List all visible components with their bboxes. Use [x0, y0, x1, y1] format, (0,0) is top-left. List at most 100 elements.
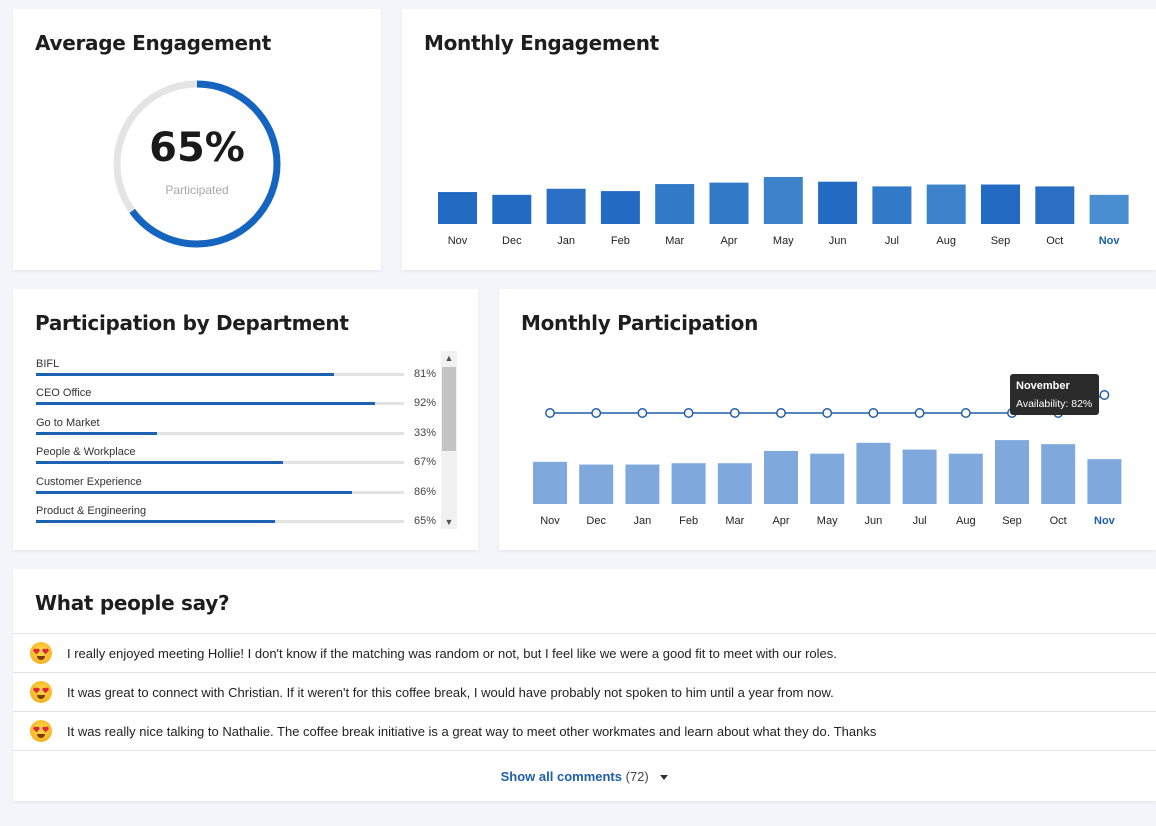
- participation-month-label: Nov: [1094, 515, 1116, 527]
- chart-tooltip: November Availability: 82%: [1010, 374, 1099, 415]
- comments-title: What people say?: [35, 591, 230, 615]
- engagement-bar[interactable]: [546, 188, 586, 224]
- engagement-month-label: Feb: [611, 235, 630, 247]
- engagement-bar[interactable]: [981, 184, 1020, 224]
- participation-bar[interactable]: [764, 450, 798, 504]
- availability-point[interactable]: [914, 408, 925, 418]
- engagement-month-label: Nov: [1099, 235, 1121, 247]
- availability-point[interactable]: [776, 408, 786, 418]
- comments-card: What people say? I really enjoyed meetin…: [13, 569, 1156, 801]
- scroll-down-icon[interactable]: ▼: [444, 517, 454, 527]
- engagement-bar[interactable]: [655, 184, 695, 224]
- department-row[interactable]: Go to Market 33%: [36, 412, 436, 441]
- engagement-month-label: Jun: [829, 235, 847, 247]
- monthly-engagement-card: Monthly Engagement Nov Dec Jan Feb Mar Apr May…: [402, 9, 1156, 270]
- engagement-bar[interactable]: [438, 192, 477, 224]
- department-percent: 33%: [413, 426, 436, 439]
- participation-month-label: Jul: [913, 515, 927, 527]
- department-row[interactable]: BIFL 81%: [36, 353, 436, 382]
- participation-bar[interactable]: [902, 449, 937, 504]
- engagement-month-label: Aug: [936, 235, 956, 247]
- engagement-month-label: Jul: [885, 235, 899, 247]
- participation-month-label: Apr: [772, 515, 789, 527]
- department-row[interactable]: Product & Engineering 65%: [36, 500, 436, 529]
- availability-point[interactable]: [822, 408, 833, 418]
- department-row[interactable]: People & Workplace 67%: [36, 441, 436, 470]
- availability-point[interactable]: [960, 408, 971, 418]
- department-scrollbar[interactable]: ▲ ▼: [441, 351, 457, 529]
- participation-bar[interactable]: [995, 440, 1029, 504]
- comment-text: It was great to connect with Christian. …: [67, 685, 834, 700]
- department-bar-track: [36, 490, 404, 494]
- participation-month-label: Aug: [956, 515, 976, 527]
- availability-point[interactable]: [868, 408, 879, 418]
- participation-bar[interactable]: [717, 463, 752, 504]
- department-bar-fill: [36, 373, 335, 376]
- caret-down-icon[interactable]: [660, 775, 669, 781]
- availability-point[interactable]: [729, 408, 740, 418]
- department-row[interactable]: Customer Experience 86%: [36, 471, 436, 500]
- engagement-month-label: Nov: [448, 235, 468, 247]
- department-list: BIFL 81% CEO Office 92% Go to Market 33% Peopl…: [36, 353, 436, 529]
- department-bar-fill: [36, 431, 158, 435]
- engagement-bar[interactable]: [709, 182, 749, 224]
- participation-month-label: Nov: [540, 515, 560, 527]
- average-engagement-title: Average Engagement: [35, 31, 271, 55]
- engagement-month-label: Sep: [991, 235, 1011, 247]
- monthly-engagement-chart: Nov Dec Jan Feb Mar Apr May Jun Jul Aug Sep Oct Nov: [438, 177, 1129, 247]
- scroll-thumb[interactable]: [442, 367, 456, 451]
- participation-month-label: May: [817, 515, 838, 527]
- participation-bar[interactable]: [948, 453, 983, 504]
- engagement-bar[interactable]: [818, 181, 858, 224]
- scroll-up-icon[interactable]: ▲: [444, 353, 454, 363]
- engagement-bar[interactable]: [1089, 194, 1129, 224]
- participation-bar[interactable]: [671, 463, 706, 504]
- department-bar-fill: [36, 461, 283, 465]
- department-percent: 86%: [413, 485, 436, 498]
- availability-point[interactable]: [683, 408, 694, 418]
- department-title: Participation by Department: [35, 311, 349, 335]
- show-all-comments-link[interactable]: Show all comments: [500, 769, 622, 784]
- participation-bar[interactable]: [625, 464, 660, 504]
- department-name: Go to Market: [36, 416, 100, 429]
- participation-month-label: Jun: [865, 515, 883, 527]
- engagement-bar[interactable]: [872, 186, 912, 224]
- engagement-month-label: Dec: [502, 235, 522, 247]
- availability-point[interactable]: [545, 408, 555, 418]
- department-percent: 67%: [413, 456, 436, 469]
- department-bar-fill: [36, 402, 375, 406]
- engagement-bar[interactable]: [600, 191, 640, 224]
- availability-point[interactable]: [591, 408, 602, 418]
- engagement-month-label: Oct: [1046, 235, 1063, 247]
- availability-point[interactable]: [637, 408, 648, 418]
- engagement-gauge: 65% Participated: [110, 77, 284, 251]
- engagement-bar[interactable]: [492, 194, 532, 224]
- monthly-engagement-title: Monthly Engagement: [424, 31, 659, 55]
- gauge-label: Participated: [165, 183, 229, 197]
- comments-count: (72): [625, 769, 649, 784]
- show-all-comments[interactable]: Show all comments (72): [13, 769, 1156, 784]
- participation-bar[interactable]: [810, 453, 845, 504]
- availability-point[interactable]: [1099, 390, 1110, 400]
- comment-text: I really enjoyed meeting Hollie! I don't…: [67, 646, 837, 661]
- engagement-bar[interactable]: [926, 184, 966, 224]
- comment-text: It was really nice talking to Nathalie. …: [67, 724, 877, 739]
- gauge-arc: [113, 80, 281, 248]
- department-bar-fill: [36, 519, 276, 523]
- tooltip-box: [1010, 374, 1099, 415]
- department-name: CEO Office: [36, 387, 92, 400]
- participation-month-label: Jan: [634, 515, 652, 527]
- engagement-bar[interactable]: [763, 177, 803, 224]
- engagement-bar[interactable]: [1035, 186, 1075, 224]
- tooltip-text: Availability: 82%: [1016, 398, 1092, 410]
- participation-bar[interactable]: [1087, 459, 1122, 504]
- participation-bar[interactable]: [1041, 444, 1076, 504]
- gauge-ring: [113, 80, 281, 248]
- department-percent: 92%: [413, 397, 436, 410]
- participation-bar[interactable]: [533, 461, 567, 504]
- heart-eyes-emoji-icon: [30, 642, 52, 664]
- participation-bar[interactable]: [579, 464, 614, 504]
- department-row[interactable]: CEO Office 92%: [36, 382, 436, 411]
- engagement-month-label: May: [773, 235, 794, 247]
- participation-bar[interactable]: [856, 442, 891, 504]
